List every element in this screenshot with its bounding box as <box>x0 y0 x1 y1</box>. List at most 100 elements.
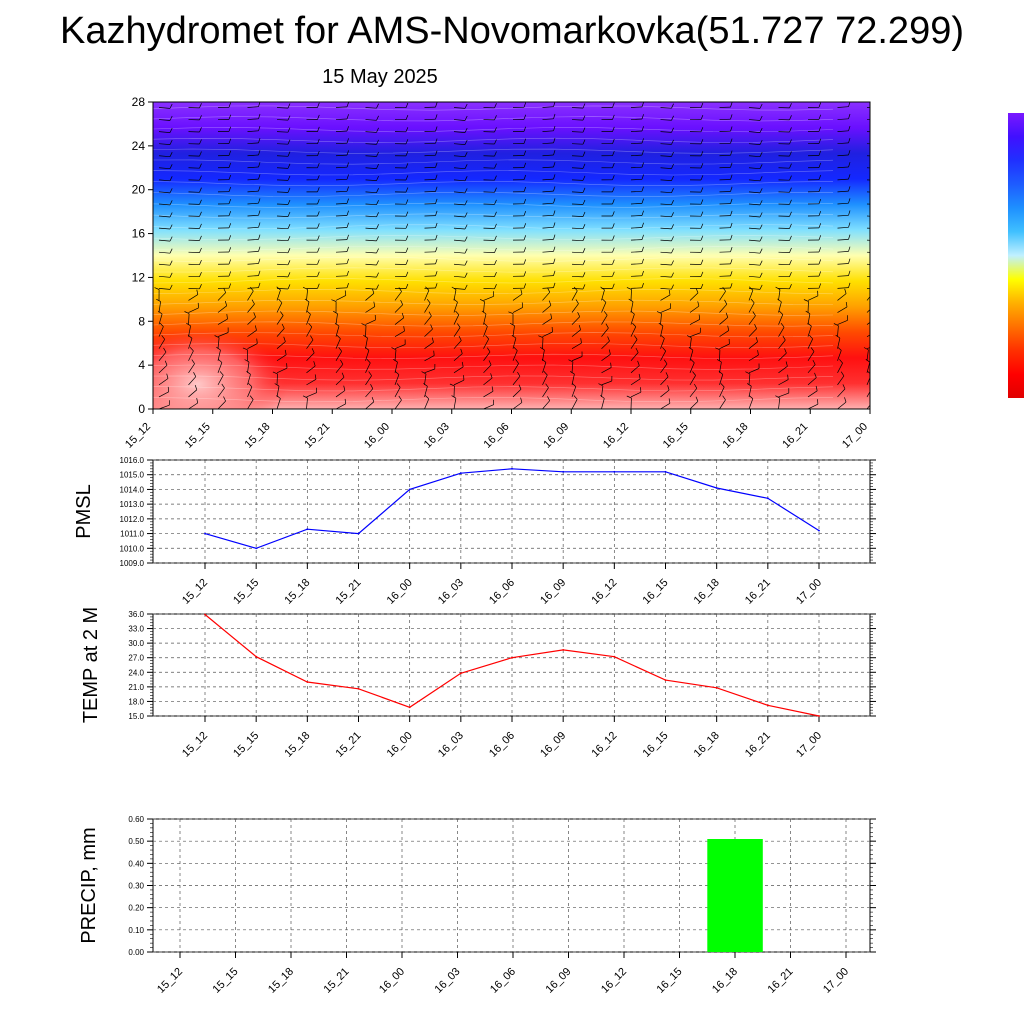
wind-barb <box>247 374 251 385</box>
wind-barb-flag <box>435 222 438 228</box>
wind-barb <box>276 263 289 266</box>
wind-barb-flag <box>730 162 733 168</box>
wind-barb <box>424 342 434 349</box>
wind-barb-flag <box>398 395 402 401</box>
heatmap-x-tick-label: 15_18 <box>243 421 273 451</box>
wind-barb <box>365 350 370 361</box>
wind-barb-flag <box>400 299 404 305</box>
wind-barb <box>866 347 870 350</box>
wind-barb <box>866 143 870 145</box>
wind-barb <box>424 398 430 409</box>
wind-barb <box>158 275 171 278</box>
wind-barb <box>365 143 377 145</box>
data-point <box>511 656 513 659</box>
wind-barb-flag <box>426 298 431 304</box>
wind-barb-flag <box>633 335 638 340</box>
wind-barb <box>571 386 577 398</box>
wind-barb-flag <box>494 271 497 277</box>
wind-barb-flag <box>748 395 754 399</box>
wind-barb <box>866 349 869 361</box>
wind-barb-flag <box>641 222 644 228</box>
heatmap-contour-line <box>153 375 834 381</box>
wind-barb <box>837 166 849 169</box>
wind-barb-flag <box>553 125 556 131</box>
wind-barb <box>276 119 289 121</box>
wind-barb-flag <box>523 186 527 192</box>
wind-barb-flag <box>464 152 468 157</box>
wind-barb-flag <box>775 395 780 399</box>
wind-barb-flag <box>169 164 173 169</box>
heatmap-contour-line <box>153 289 834 295</box>
wind-barb <box>660 363 668 374</box>
wind-barb-flag <box>745 371 751 375</box>
data-point <box>459 672 462 675</box>
wind-barb-flag <box>304 298 310 303</box>
wind-barb-flag <box>730 222 733 228</box>
wind-barb-flag <box>317 175 320 180</box>
data-point <box>408 488 411 491</box>
wind-barb-flag <box>878 284 880 289</box>
wind-barb-flag <box>730 246 733 252</box>
wind-barb <box>335 178 348 181</box>
wind-barb-flag <box>612 259 615 265</box>
wind-barb <box>276 203 289 205</box>
wind-barb-flag <box>169 212 173 218</box>
precipitation-panel: 0.00 0.10 0.20 0.30 0.40 0.50 0.60 15_12 15_15 15… <box>78 815 876 996</box>
wind-barb <box>306 289 308 301</box>
wind-barb <box>660 191 672 194</box>
wind-barb-flag <box>754 324 757 329</box>
wind-barb-flag <box>878 236 880 241</box>
wind-barb-flag <box>577 311 581 317</box>
wind-barb <box>571 215 584 217</box>
wind-barb <box>571 288 584 290</box>
wind-barb <box>217 292 226 301</box>
wind-barb-flag <box>759 139 763 145</box>
wind-barb-flag <box>759 284 763 290</box>
wind-barb <box>748 143 761 145</box>
wind-barb <box>247 361 250 373</box>
wind-barb <box>394 317 404 325</box>
wind-barb <box>660 288 672 290</box>
wind-barb-flag <box>878 212 880 217</box>
wind-barb-flag <box>789 139 792 145</box>
data-point <box>562 470 565 473</box>
wind-barb-flag <box>848 174 851 180</box>
data-point <box>715 487 718 489</box>
wind-barb <box>778 379 789 386</box>
wind-barb-flag <box>314 374 317 380</box>
x-tick-label: 16_21 <box>743 730 773 760</box>
wind-barb-flag <box>523 210 527 216</box>
wind-barb <box>689 305 700 313</box>
wind-barb <box>748 119 761 121</box>
wind-barb <box>630 263 643 265</box>
x-tick-label: 15_15 <box>231 730 261 760</box>
wind-barb-flag <box>169 236 173 242</box>
wind-barb-flag <box>848 210 851 216</box>
x-tick-label: 15_21 <box>334 577 364 607</box>
wind-barb <box>335 154 348 157</box>
wind-barb-flag <box>750 298 755 304</box>
wind-barb-flag <box>167 386 170 392</box>
wind-barb-flag <box>214 335 220 339</box>
wind-barb-flag <box>612 223 615 229</box>
wind-barb-flag <box>727 325 730 331</box>
wind-barb-flag <box>376 115 379 121</box>
wind-barb-flag <box>700 163 704 169</box>
wind-barb <box>158 263 171 266</box>
wind-barb <box>542 178 554 181</box>
wind-barb-flag <box>700 247 704 253</box>
wind-barb <box>807 377 817 386</box>
wind-barb-flag <box>464 248 468 254</box>
wind-barb-flag <box>338 347 342 352</box>
wind-barb <box>158 167 171 170</box>
wind-barb-flag <box>863 347 869 351</box>
wind-barb-flag <box>730 102 733 108</box>
wind-barb-flag <box>582 199 586 205</box>
wind-barb-flag <box>317 199 320 205</box>
x-tick-label: 16_12 <box>589 730 619 760</box>
wind-barb <box>837 375 845 386</box>
wind-barb <box>247 130 259 132</box>
wind-barb <box>866 107 870 109</box>
wind-barb-flag <box>287 211 291 217</box>
wind-barb <box>660 215 672 218</box>
